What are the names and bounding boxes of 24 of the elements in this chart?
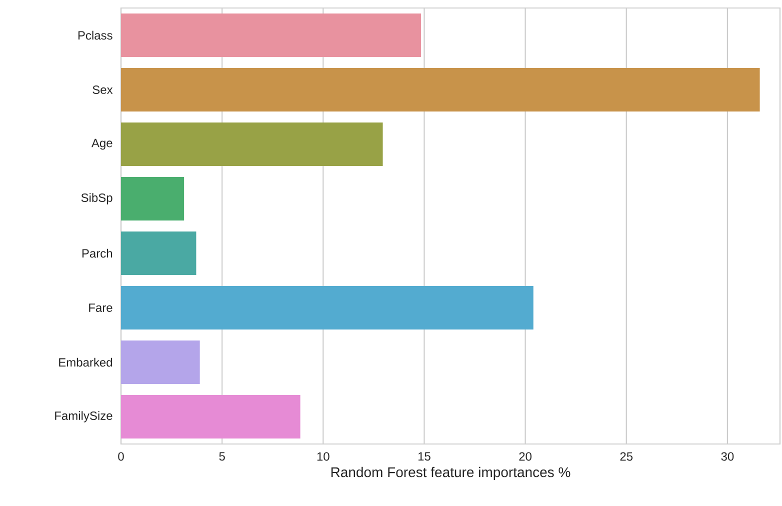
x-tick-label: 10 [317,452,330,461]
y-tick-label: SibSp [81,193,112,204]
bar [121,122,383,166]
y-tick-label: Parch [82,248,112,258]
bar [121,286,534,330]
x-tick-label: 5 [219,452,225,461]
y-tick-label: Sex [92,86,113,94]
y-tick-label: Pclass [78,30,112,40]
x-tick-label: 30 [721,452,734,461]
x-tick-label: 15 [418,452,430,461]
y-tick-label: Embarked [59,358,112,367]
bar [121,176,184,221]
bar [121,231,196,276]
y-tick-label: Fare [89,304,112,312]
bar [121,13,421,58]
y-tick-label: Age [91,138,112,150]
x-tick-label: 20 [519,452,532,461]
bar [121,394,300,439]
x-tick-label: 25 [620,452,633,461]
y-tick-label: FamilySize [55,411,112,422]
bar [121,68,760,112]
x-tick-label: 0 [118,452,124,461]
bar [121,340,200,384]
x-axis-title: Random Forest feature importances % [331,466,570,480]
